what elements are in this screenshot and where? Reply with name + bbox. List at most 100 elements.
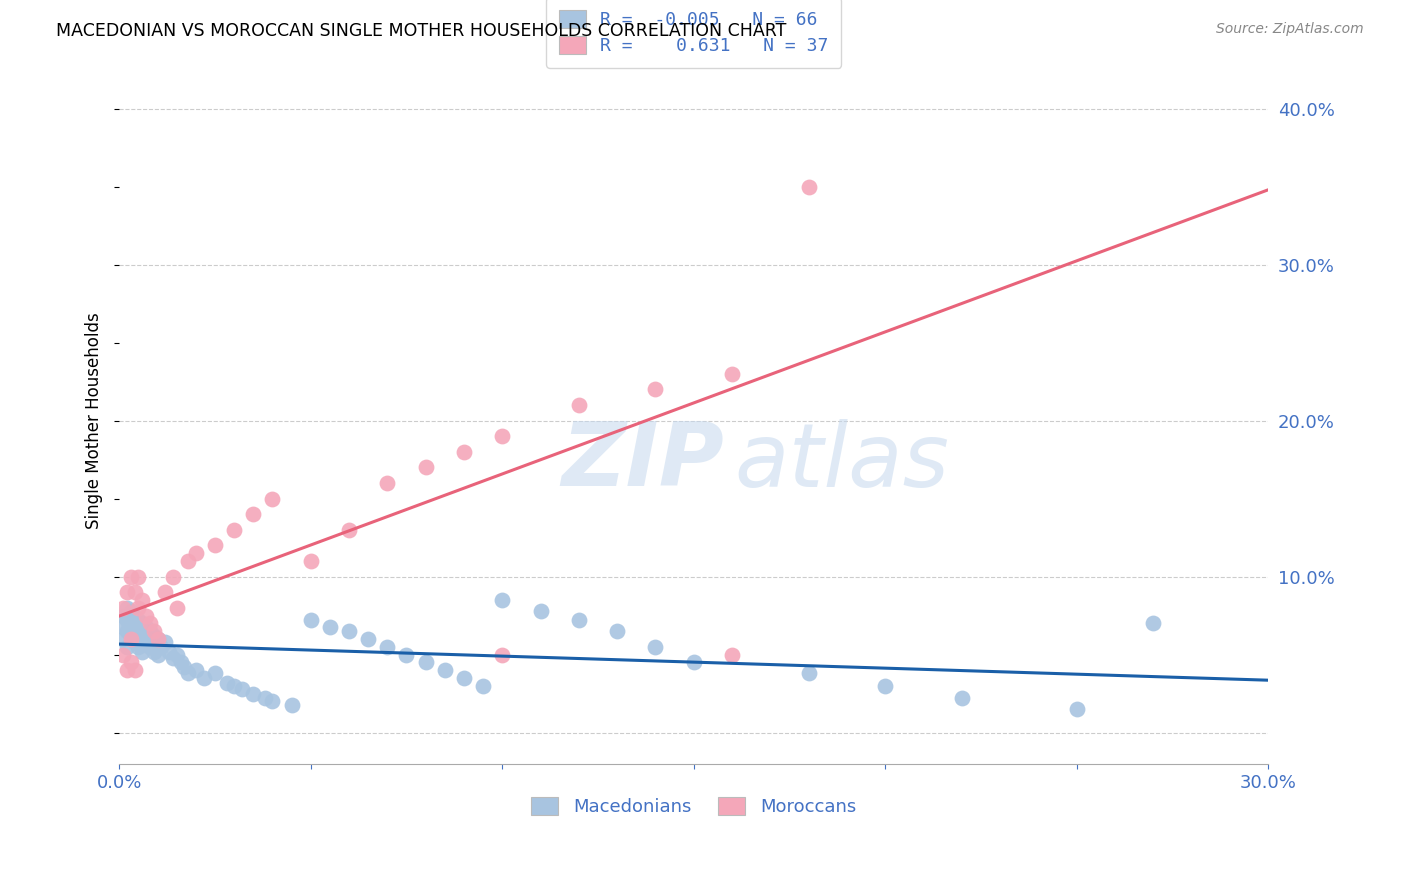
Point <box>299 613 322 627</box>
Point <box>112 648 135 662</box>
Point <box>375 476 398 491</box>
Point <box>127 613 149 627</box>
Point <box>215 675 238 690</box>
Point <box>177 666 200 681</box>
Point <box>115 640 138 654</box>
Point <box>157 644 180 658</box>
Point <box>797 666 820 681</box>
Point <box>146 648 169 662</box>
Point <box>453 445 475 459</box>
Text: atlas: atlas <box>734 419 949 505</box>
Point <box>472 679 495 693</box>
Point <box>155 635 177 649</box>
Point <box>568 398 591 412</box>
Point <box>115 585 138 599</box>
Point <box>120 616 142 631</box>
Point <box>262 491 284 506</box>
Point <box>721 648 744 662</box>
Point <box>139 640 162 654</box>
Point <box>139 624 162 639</box>
Text: MACEDONIAN VS MOROCCAN SINGLE MOTHER HOUSEHOLDS CORRELATION CHART: MACEDONIAN VS MOROCCAN SINGLE MOTHER HOU… <box>56 22 786 40</box>
Point <box>1066 702 1088 716</box>
Point <box>124 663 146 677</box>
Point <box>162 569 184 583</box>
Point <box>131 644 153 658</box>
Point <box>253 691 276 706</box>
Point <box>115 663 138 677</box>
Point <box>299 554 322 568</box>
Point <box>131 627 153 641</box>
Point <box>146 632 169 646</box>
Point <box>231 681 253 696</box>
Point <box>127 624 149 639</box>
Point <box>127 640 149 654</box>
Point <box>131 616 153 631</box>
Point <box>135 619 157 633</box>
Point <box>142 624 165 639</box>
Point <box>721 367 744 381</box>
Point <box>112 632 135 646</box>
Point <box>120 604 142 618</box>
Point <box>491 593 513 607</box>
Point <box>112 608 135 623</box>
Point <box>127 600 149 615</box>
Point <box>357 632 380 646</box>
Point <box>875 679 897 693</box>
Point <box>124 619 146 633</box>
Point <box>337 523 360 537</box>
Point <box>184 546 207 560</box>
Point <box>120 656 142 670</box>
Point <box>453 671 475 685</box>
Point <box>169 656 191 670</box>
Point <box>124 610 146 624</box>
Point <box>146 632 169 646</box>
Point <box>173 660 195 674</box>
Point <box>491 648 513 662</box>
Point <box>204 666 226 681</box>
Point <box>115 624 138 639</box>
Point <box>155 585 177 599</box>
Point <box>135 608 157 623</box>
Point <box>127 569 149 583</box>
Point <box>224 679 246 693</box>
Point <box>120 569 142 583</box>
Point <box>124 585 146 599</box>
Point <box>177 554 200 568</box>
Point <box>204 538 226 552</box>
Point <box>280 698 302 712</box>
Point <box>193 671 215 685</box>
Point <box>433 663 456 677</box>
Point <box>120 632 142 646</box>
Point <box>112 619 135 633</box>
Legend: Macedonians, Moroccans: Macedonians, Moroccans <box>524 789 863 823</box>
Point <box>142 644 165 658</box>
Point <box>415 656 437 670</box>
Point <box>124 635 146 649</box>
Point <box>115 613 138 627</box>
Point <box>166 648 188 662</box>
Point <box>115 600 138 615</box>
Point <box>644 383 666 397</box>
Point <box>262 694 284 708</box>
Point <box>150 640 173 654</box>
Point <box>242 687 264 701</box>
Point <box>606 624 628 639</box>
Text: ZIP: ZIP <box>561 418 724 505</box>
Text: Source: ZipAtlas.com: Source: ZipAtlas.com <box>1216 22 1364 37</box>
Y-axis label: Single Mother Households: Single Mother Households <box>86 312 103 529</box>
Point <box>375 640 398 654</box>
Point <box>112 600 135 615</box>
Point <box>120 629 142 643</box>
Point <box>184 663 207 677</box>
Point <box>131 593 153 607</box>
Point <box>568 613 591 627</box>
Point <box>166 600 188 615</box>
Point <box>142 629 165 643</box>
Point <box>529 604 551 618</box>
Point <box>682 656 704 670</box>
Point <box>491 429 513 443</box>
Point <box>395 648 418 662</box>
Point <box>337 624 360 639</box>
Point <box>1142 616 1164 631</box>
Point <box>242 507 264 521</box>
